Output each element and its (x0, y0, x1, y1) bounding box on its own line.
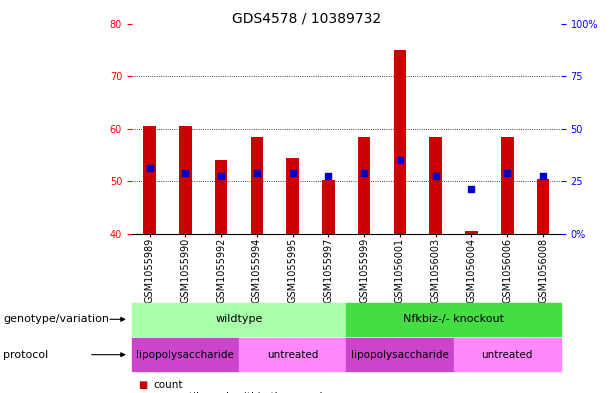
Bar (537, 179, 549, 234)
Text: wildtype: wildtype (215, 314, 263, 324)
Point (324, 173, 333, 179)
Bar (143, 126, 156, 234)
Text: lipopolysaccharide: lipopolysaccharide (351, 350, 449, 360)
Bar (394, 50, 406, 234)
Bar (322, 180, 335, 234)
Bar (286, 158, 299, 234)
Bar (179, 126, 192, 234)
Text: protocol: protocol (3, 350, 48, 360)
Text: genotype/variation: genotype/variation (3, 314, 109, 324)
Bar (430, 137, 442, 234)
Text: ■: ■ (138, 392, 147, 393)
Point (359, 170, 369, 176)
Point (288, 170, 298, 176)
Text: count: count (153, 380, 183, 390)
Point (502, 170, 512, 176)
Text: ■: ■ (138, 380, 147, 390)
Text: GDS4578 / 10389732: GDS4578 / 10389732 (232, 12, 381, 26)
Point (466, 186, 476, 192)
Bar (501, 137, 514, 234)
Bar (251, 137, 263, 234)
Text: percentile rank within the sample: percentile rank within the sample (153, 392, 329, 393)
Point (395, 157, 405, 163)
Text: untreated: untreated (267, 350, 318, 360)
Point (216, 173, 226, 179)
Bar (358, 137, 370, 234)
Point (180, 170, 190, 176)
Point (538, 173, 548, 179)
Point (145, 165, 154, 171)
Text: lipopolysaccharide: lipopolysaccharide (137, 350, 234, 360)
Text: untreated: untreated (482, 350, 533, 360)
Point (431, 173, 441, 179)
Text: Nfkbiz-/- knockout: Nfkbiz-/- knockout (403, 314, 504, 324)
Point (252, 170, 262, 176)
Bar (465, 231, 478, 234)
Bar (215, 160, 227, 234)
